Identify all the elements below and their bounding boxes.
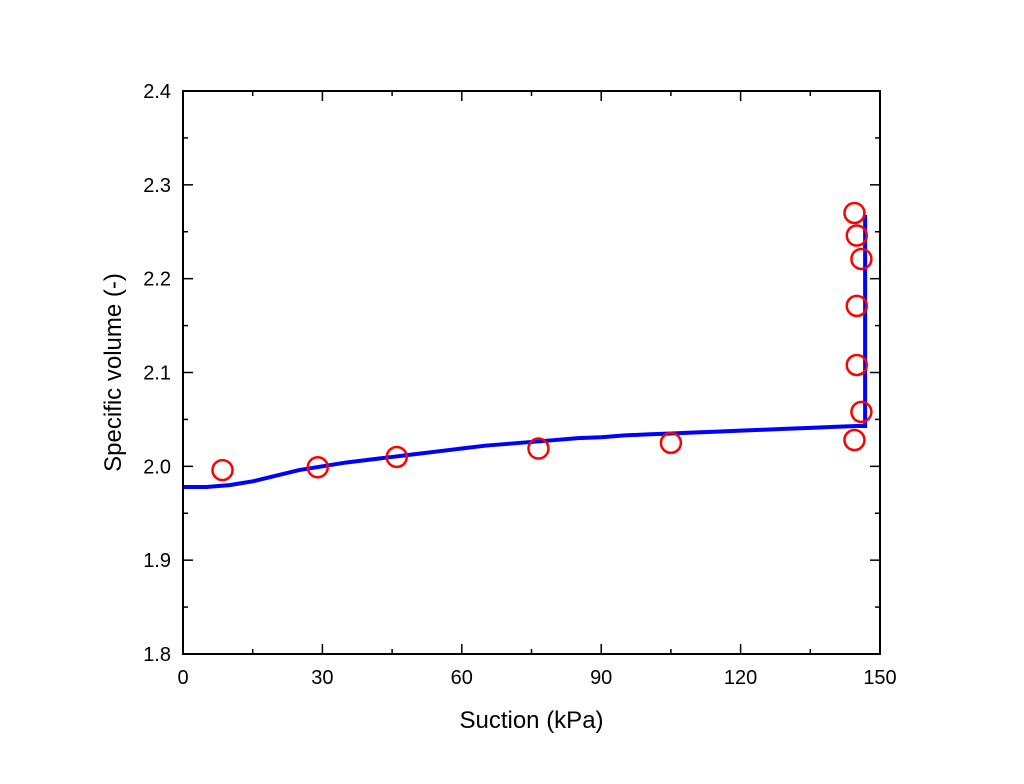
y-tick-label: 2.0	[143, 456, 171, 478]
x-tick-label: 90	[590, 667, 612, 689]
data-point	[527, 437, 550, 460]
y-tick-label: 1.9	[143, 550, 171, 572]
data-point	[850, 247, 873, 271]
y-tick-label: 1.8	[143, 644, 171, 666]
x-tick-label: 0	[177, 667, 188, 689]
y-axis-ticks: 1.8 1.9 2.0 2.1 2.2 2.3 2.4	[143, 81, 880, 666]
y-tick-label: 2.1	[143, 363, 171, 385]
data-point	[845, 224, 869, 247]
data-point	[385, 445, 408, 469]
x-axis-ticks: 0 30 60 90 120 150	[177, 91, 897, 689]
model-curve	[183, 214, 868, 489]
data-point	[850, 400, 873, 424]
y-tick-label: 2.3	[143, 175, 171, 197]
data-point	[306, 456, 330, 479]
plot-frame	[182, 90, 881, 655]
x-tick-label: 150	[863, 667, 896, 689]
x-axis-title: Suction (kPa)	[459, 707, 603, 734]
y-tick-label: 2.2	[143, 269, 171, 291]
plot-marks	[183, 201, 873, 489]
x-tick-label: 120	[724, 667, 757, 689]
x-tick-label: 30	[311, 667, 333, 689]
x-tick-label: 60	[451, 667, 473, 689]
y-tick-label: 2.4	[143, 81, 171, 103]
data-point	[845, 294, 869, 318]
data-point	[843, 201, 866, 225]
data-point	[659, 431, 683, 455]
y-axis-title: Specific volume (-)	[100, 273, 127, 472]
data-point	[845, 353, 869, 377]
data-point	[843, 428, 866, 452]
data-point	[211, 458, 234, 482]
